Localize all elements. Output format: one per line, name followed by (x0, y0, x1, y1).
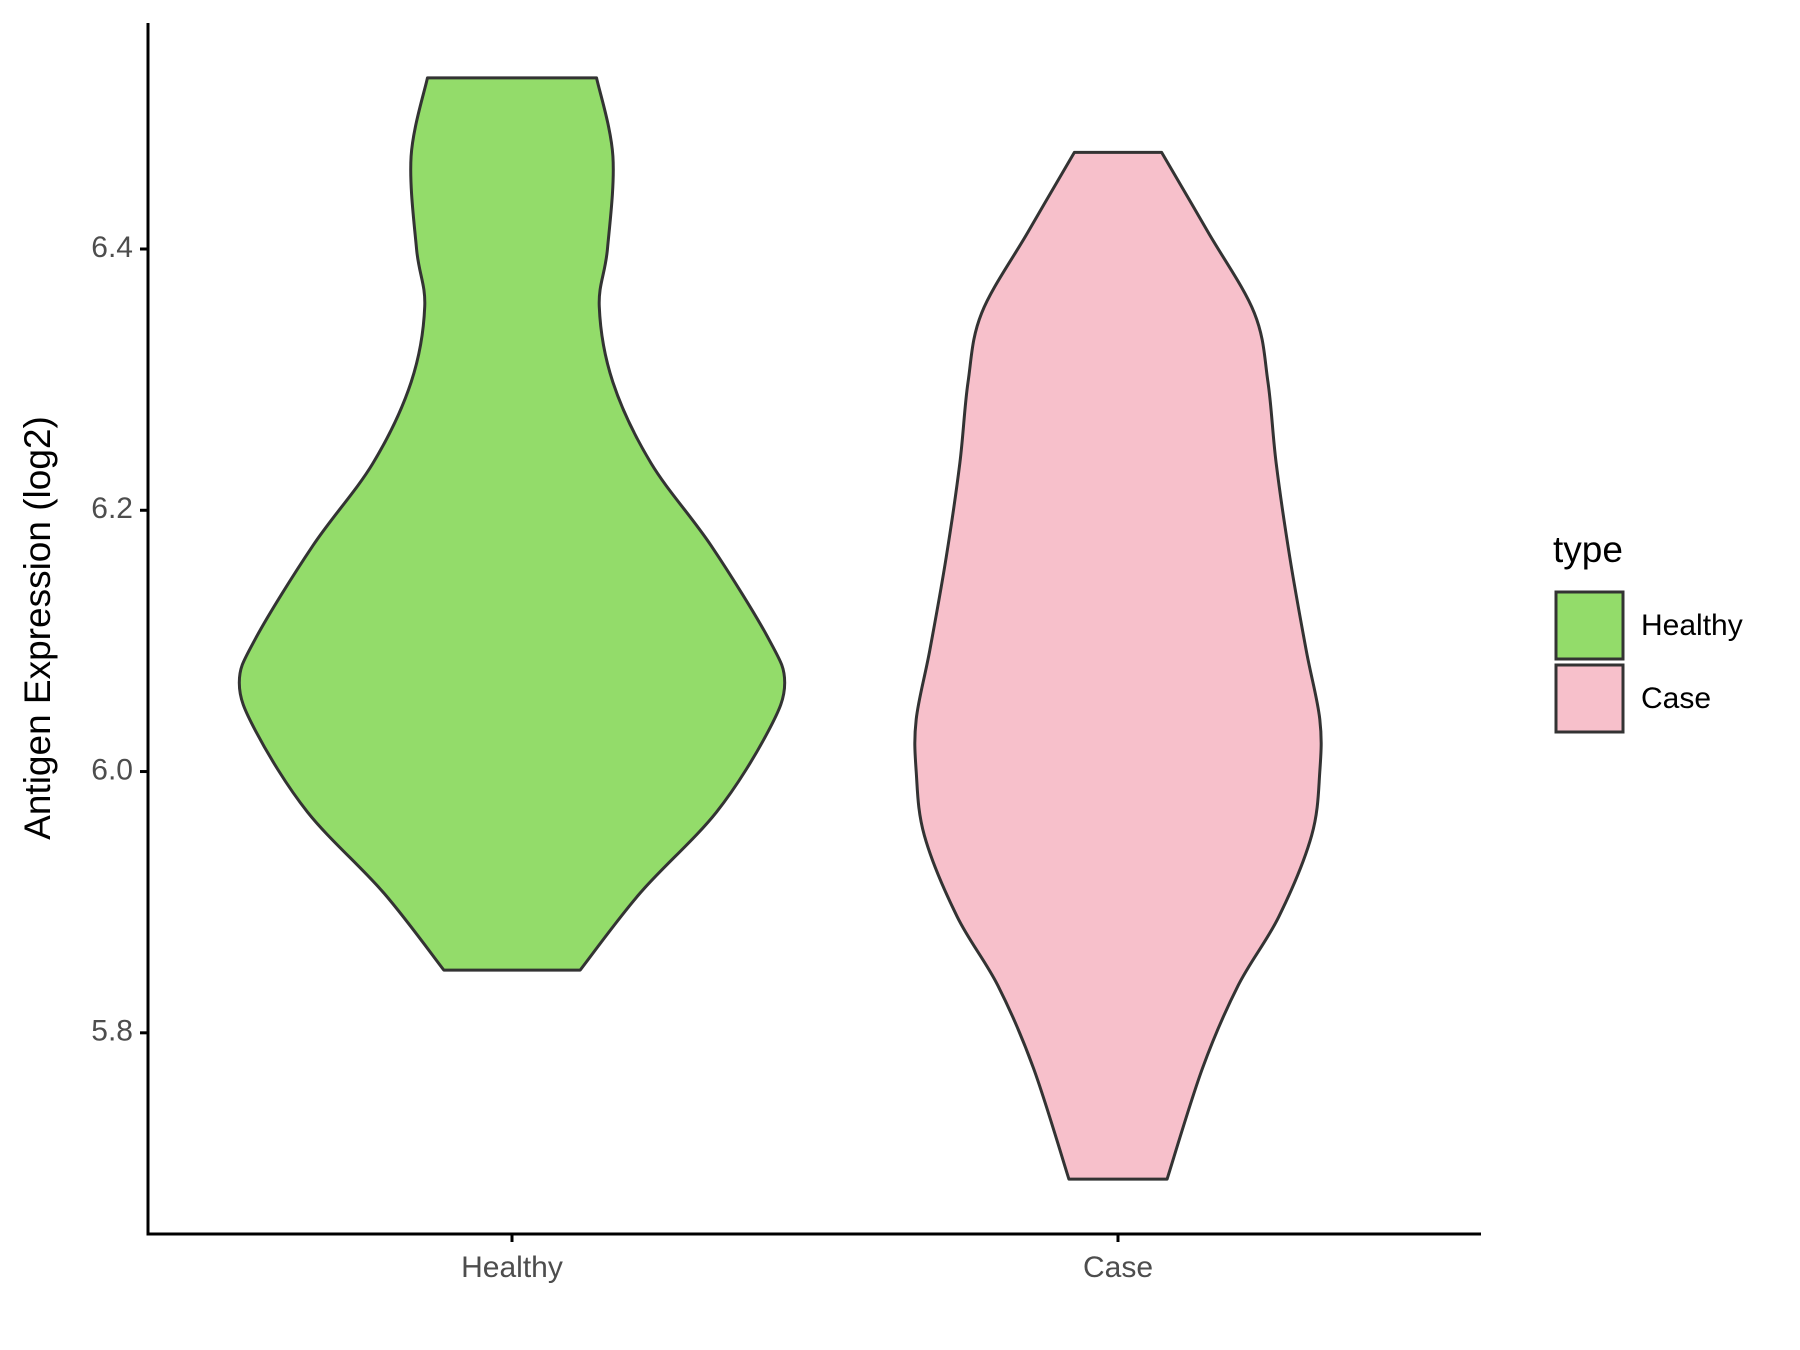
violin (237, 76, 787, 972)
legend-label: Healthy (1641, 609, 1743, 642)
legend-swatch (1554, 663, 1625, 734)
y-tick-label: 6.4 (91, 231, 133, 264)
x-tick-label: Case (1083, 1251, 1153, 1284)
legend-title: type (1553, 529, 1623, 570)
y-tick-label: 6.0 (91, 753, 133, 786)
legend-swatch (1554, 590, 1625, 661)
y-tick-label: 6.2 (91, 492, 133, 525)
y-tick-label: 5.8 (91, 1015, 133, 1048)
violin (913, 150, 1323, 1181)
y-axis-label: Antigen Expression (log2) (17, 416, 58, 840)
legend-label: Case (1641, 682, 1711, 715)
x-tick-label: Healthy (461, 1251, 563, 1284)
